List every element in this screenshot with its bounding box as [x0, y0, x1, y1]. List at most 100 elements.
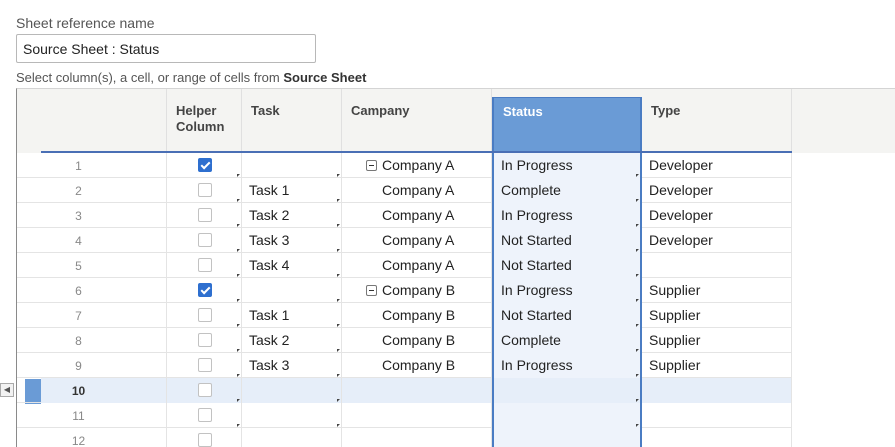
type-cell[interactable]: Supplier	[642, 303, 792, 328]
company-cell[interactable]	[342, 428, 492, 447]
status-cell[interactable]: In Progress	[492, 278, 642, 303]
status-cell[interactable]	[492, 403, 642, 428]
table-row[interactable]: 8 Task 2 Company B Complete Supplier	[17, 328, 792, 353]
status-cell[interactable]	[492, 378, 642, 403]
helper-checkbox[interactable]	[198, 208, 212, 222]
task-cell[interactable]	[242, 403, 342, 428]
status-cell[interactable]: Complete	[492, 328, 642, 353]
column-header-status[interactable]: Status	[492, 97, 642, 153]
task-cell[interactable]	[242, 278, 342, 303]
company-cell[interactable]: Company A	[342, 228, 492, 253]
column-header-helper[interactable]: Helper Column	[167, 89, 242, 153]
row-number[interactable]: 1	[41, 153, 167, 178]
helper-checkbox[interactable]	[198, 333, 212, 347]
table-row[interactable]: 2 Task 1 Company A Complete Developer	[17, 178, 792, 203]
helper-checkbox[interactable]	[198, 383, 212, 397]
task-cell[interactable]	[242, 378, 342, 403]
table-row[interactable]: 12	[17, 428, 792, 447]
row-number[interactable]: 5	[41, 253, 167, 278]
row-number[interactable]: 10	[41, 378, 167, 403]
row-number[interactable]: 8	[41, 328, 167, 353]
row-number[interactable]: 12	[41, 428, 167, 447]
helper-checkbox[interactable]	[198, 408, 212, 422]
company-cell[interactable]: Company A	[342, 153, 492, 178]
cell-handle-icon	[337, 249, 340, 252]
scroll-left-arrow-icon[interactable]: ◀	[0, 383, 14, 397]
status-cell[interactable]	[492, 428, 642, 447]
task-cell[interactable]	[242, 153, 342, 178]
table-row[interactable]: 3 Task 2 Company A In Progress Developer	[17, 203, 792, 228]
table-row[interactable]: 5 Task 4 Company A Not Started	[17, 253, 792, 278]
helper-checkbox[interactable]	[198, 233, 212, 247]
status-cell[interactable]: Not Started	[492, 303, 642, 328]
helper-checkbox[interactable]	[198, 358, 212, 372]
status-cell[interactable]: Not Started	[492, 228, 642, 253]
row-number[interactable]: 7	[41, 303, 167, 328]
row-number[interactable]: 9	[41, 353, 167, 378]
task-cell[interactable]: Task 2	[242, 203, 342, 228]
header-row-number	[17, 89, 167, 153]
row-number[interactable]: 2	[41, 178, 167, 203]
type-cell[interactable]	[642, 253, 792, 278]
table-row[interactable]: 11	[17, 403, 792, 428]
table-row[interactable]: 6 Company B In Progress Supplier	[17, 278, 792, 303]
column-header-type[interactable]: Type	[642, 89, 792, 153]
status-cell[interactable]: In Progress	[492, 353, 642, 378]
table-row[interactable]: 4 Task 3 Company A Not Started Developer	[17, 228, 792, 253]
table-row[interactable]: 1 Company A In Progress Developer	[17, 153, 792, 178]
type-cell[interactable]: Supplier	[642, 328, 792, 353]
helper-checkbox[interactable]	[198, 283, 212, 297]
task-cell[interactable]: Task 4	[242, 253, 342, 278]
company-cell[interactable]: Company B	[342, 328, 492, 353]
status-cell[interactable]: In Progress	[492, 203, 642, 228]
helper-checkbox[interactable]	[198, 183, 212, 197]
table-row[interactable]: 7 Task 1 Company B Not Started Supplier	[17, 303, 792, 328]
helper-checkbox[interactable]	[198, 433, 212, 447]
row-number[interactable]: 4	[41, 228, 167, 253]
type-cell[interactable]: Developer	[642, 228, 792, 253]
task-cell[interactable]: Task 3	[242, 228, 342, 253]
cell-handle-icon	[636, 374, 639, 377]
row-number[interactable]: 11	[41, 403, 167, 428]
type-cell[interactable]: Developer	[642, 203, 792, 228]
company-cell[interactable]: Company B	[342, 353, 492, 378]
column-header-company[interactable]: Campany	[342, 89, 492, 153]
table-row[interactable]: 10	[17, 378, 792, 403]
company-cell[interactable]	[342, 378, 492, 403]
collapse-minus-icon[interactable]	[366, 159, 377, 171]
task-cell[interactable]: Task 1	[242, 303, 342, 328]
type-cell[interactable]: Developer	[642, 178, 792, 203]
type-cell[interactable]: Supplier	[642, 353, 792, 378]
status-cell[interactable]: Not Started	[492, 253, 642, 278]
row-number[interactable]: 6	[41, 278, 167, 303]
status-cell[interactable]: Complete	[492, 178, 642, 203]
type-cell[interactable]	[642, 378, 792, 403]
status-text: In Progress	[501, 357, 573, 373]
company-cell[interactable]: Company B	[342, 278, 492, 303]
task-cell[interactable]: Task 1	[242, 178, 342, 203]
column-header-task[interactable]: Task	[242, 89, 342, 153]
table-row[interactable]: 9 Task 3 Company B In Progress Supplier	[17, 353, 792, 378]
company-cell[interactable]: Company B	[342, 303, 492, 328]
company-cell[interactable]	[342, 403, 492, 428]
task-cell[interactable]	[242, 428, 342, 447]
sheet-reference-input[interactable]	[16, 34, 316, 63]
status-text: In Progress	[501, 207, 573, 223]
helper-checkbox[interactable]	[198, 308, 212, 322]
type-cell[interactable]: Developer	[642, 153, 792, 178]
type-cell[interactable]: Supplier	[642, 278, 792, 303]
task-cell[interactable]: Task 3	[242, 353, 342, 378]
company-cell[interactable]: Company A	[342, 178, 492, 203]
status-cell[interactable]: In Progress	[492, 153, 642, 178]
task-cell[interactable]: Task 2	[242, 328, 342, 353]
helper-checkbox[interactable]	[198, 158, 212, 172]
company-cell[interactable]: Company A	[342, 203, 492, 228]
collapse-minus-icon[interactable]	[366, 284, 377, 296]
type-cell[interactable]	[642, 403, 792, 428]
company-cell[interactable]: Company A	[342, 253, 492, 278]
cell-handle-icon	[237, 224, 240, 227]
selected-row-marker	[25, 379, 41, 404]
row-number[interactable]: 3	[41, 203, 167, 228]
type-cell[interactable]	[642, 428, 792, 447]
helper-checkbox[interactable]	[198, 258, 212, 272]
